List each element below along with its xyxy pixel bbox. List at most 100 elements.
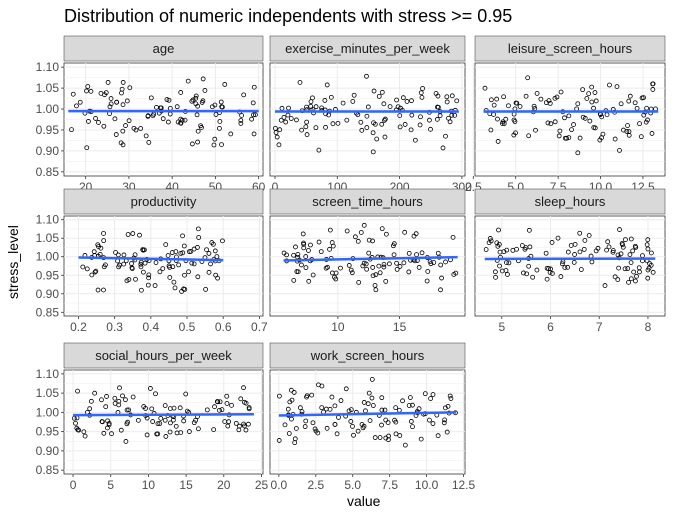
- data-point: [334, 431, 340, 437]
- data-point: [418, 114, 423, 120]
- data-point: [617, 227, 622, 232]
- data-point: [199, 100, 205, 105]
- data-point: [644, 242, 650, 248]
- data-point: [617, 147, 622, 153]
- data-point: [251, 131, 257, 137]
- data-point: [401, 260, 407, 266]
- data-point: [195, 274, 201, 280]
- data-point: [138, 126, 144, 131]
- x-tick-label: 15: [179, 478, 193, 492]
- data-point: [501, 94, 507, 100]
- data-point: [117, 385, 122, 391]
- data-point: [175, 119, 181, 125]
- data-point: [98, 90, 104, 96]
- data-point: [206, 269, 212, 275]
- data-point: [439, 275, 445, 281]
- data-point: [123, 439, 129, 444]
- data-point: [93, 116, 98, 121]
- data-point: [182, 117, 188, 123]
- data-point: [107, 104, 113, 110]
- x-tick-label: 0: [272, 180, 279, 194]
- data-point: [285, 112, 291, 118]
- data-point: [625, 266, 631, 271]
- data-point: [246, 421, 251, 427]
- data-point: [167, 429, 173, 435]
- data-point: [360, 263, 366, 269]
- x-tick-label: 25: [255, 478, 269, 492]
- data-point: [82, 433, 88, 439]
- data-point: [379, 226, 385, 232]
- data-point: [103, 262, 108, 268]
- data-point: [648, 250, 654, 256]
- data-point: [289, 416, 294, 422]
- data-point: [309, 392, 315, 398]
- data-point: [233, 420, 239, 426]
- data-point: [449, 93, 455, 99]
- data-point: [544, 265, 550, 271]
- data-point: [409, 112, 415, 118]
- data-point: [376, 93, 382, 99]
- data-point: [162, 417, 168, 423]
- data-point: [419, 94, 425, 100]
- x-tick-label: 0.7: [251, 320, 268, 334]
- data-point: [391, 252, 397, 258]
- data-point: [591, 105, 596, 111]
- data-point: [372, 435, 378, 440]
- data-point: [593, 248, 599, 254]
- data-point: [181, 418, 187, 424]
- data-point: [160, 266, 166, 271]
- data-point: [276, 438, 282, 443]
- y-tick-label: 0.85: [36, 463, 60, 477]
- data-point: [319, 105, 325, 111]
- data-point: [154, 431, 160, 437]
- data-point: [386, 433, 392, 439]
- data-point: [406, 403, 412, 408]
- data-point: [163, 434, 169, 439]
- data-point: [410, 424, 415, 430]
- data-point: [379, 395, 385, 401]
- data-point: [217, 399, 223, 405]
- data-point: [382, 407, 388, 413]
- data-point: [499, 121, 505, 126]
- data-point: [562, 115, 567, 121]
- data-point: [577, 135, 583, 141]
- data-point: [402, 122, 408, 127]
- data-point: [427, 417, 432, 423]
- data-point: [87, 406, 93, 412]
- data-point: [75, 427, 81, 433]
- data-point: [344, 228, 350, 234]
- data-point: [512, 119, 518, 124]
- data-point: [112, 395, 118, 401]
- data-point: [443, 259, 448, 265]
- data-point: [410, 402, 415, 408]
- data-point: [120, 128, 126, 134]
- data-point: [106, 421, 112, 426]
- data-point: [397, 433, 403, 438]
- data-point: [101, 231, 106, 236]
- data-point: [89, 272, 95, 278]
- data-point: [173, 423, 179, 429]
- data-point: [324, 425, 330, 431]
- data-point: [494, 96, 500, 102]
- data-point: [398, 105, 403, 111]
- smooth-line: [73, 413, 254, 417]
- data-point: [316, 147, 322, 153]
- data-point: [343, 386, 349, 392]
- data-point: [105, 425, 110, 431]
- data-point: [402, 442, 408, 448]
- data-point: [69, 127, 74, 133]
- data-point: [622, 266, 628, 272]
- data-point: [213, 272, 219, 278]
- data-point: [552, 95, 558, 101]
- data-point: [98, 245, 104, 251]
- data-point: [105, 80, 111, 85]
- data-point: [447, 393, 453, 399]
- data-point: [319, 405, 325, 411]
- x-axis-label: value: [347, 493, 381, 509]
- data-point: [108, 96, 114, 101]
- data-point: [276, 393, 282, 399]
- data-point: [556, 133, 562, 139]
- data-point: [124, 407, 130, 413]
- data-point: [526, 263, 532, 269]
- data-point: [616, 265, 622, 271]
